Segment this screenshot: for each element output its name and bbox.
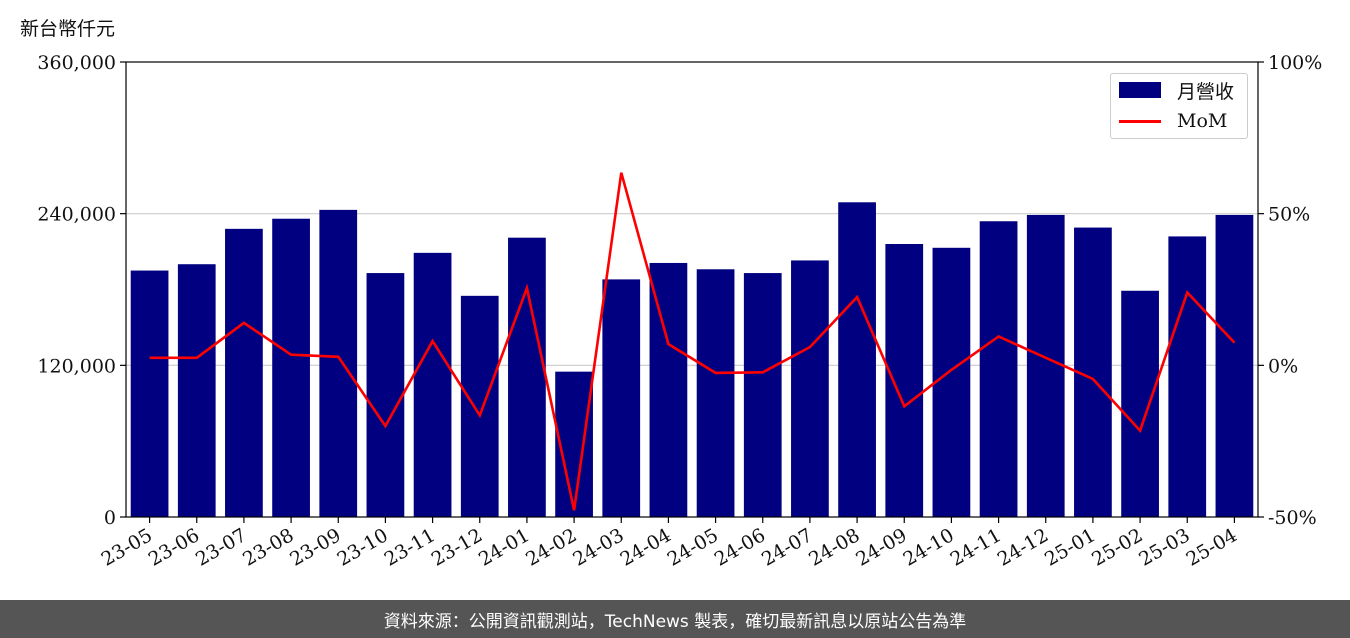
bar [791,260,829,517]
bar [696,269,735,517]
bar [177,264,216,517]
x-tick-label: 24-02 [522,524,580,570]
bar [413,252,452,517]
x-tick-label: 24-09 [852,524,910,570]
unit-label: 新台幣仟元 [20,18,116,40]
bar [319,209,358,517]
bar [602,279,641,517]
x-tick-label: 23-07 [192,524,250,570]
x-tick-label: 23-10 [333,524,391,570]
y-left-tick-label: 0 [104,507,116,529]
plot-frame [125,61,1259,518]
chart-legend: 月營收 MoM [1110,73,1248,139]
bar [838,202,876,517]
x-tick-label: 24-12 [994,524,1052,570]
x-tick-label: 25-01 [1041,524,1099,570]
bar [366,273,405,517]
y-left-tick-label: 360,000 [37,52,116,74]
bar [130,270,169,517]
bar [885,244,924,517]
bar [1215,214,1254,518]
bar [1121,290,1159,517]
x-tick-label: 24-10 [899,524,957,570]
bar [508,237,546,518]
x-tick-label: 23-05 [98,524,156,570]
x-tick-label: 25-02 [1088,524,1146,570]
bar [979,221,1018,517]
x-tick-label: 23-12 [428,524,486,570]
x-tick-label: 23-08 [239,524,297,570]
legend-line-swatch [1119,119,1161,123]
bar [272,218,310,517]
x-tick-label: 24-06 [711,524,769,570]
x-tick-label: 24-01 [475,524,533,570]
bar [932,247,971,517]
y-left-tick-label: 240,000 [37,204,116,226]
revenue-chart: 0 120,000 240,000 360,000 -50% 0% 50% 100% 23-05… [37,52,1322,571]
legend-item-revenue: 月營收 [1119,79,1235,103]
y-right-tick-label: 100% [1268,52,1322,74]
x-tick-label: 24-03 [569,524,627,570]
x-tick-label: 24-04 [616,524,674,570]
bar [225,228,263,518]
x-tick-label: 25-04 [1182,524,1240,570]
bar [555,371,593,517]
legend-label-mom: MoM [1177,110,1228,132]
y-right-tick-label: -50% [1268,507,1317,529]
x-tick-label: 24-07 [758,524,816,570]
y-left-tick-label: 120,000 [37,355,116,377]
x-tick-label: 24-05 [664,524,722,570]
x-tick-label: 24-08 [805,524,863,570]
source-footer: 資料來源：公開資訊觀測站，TechNews 製表，確切最新訊息以原站公告為準 [0,600,1350,638]
legend-bar-swatch [1119,82,1161,98]
mom-line [149,172,1236,511]
x-tick-label: 25-03 [1135,524,1193,570]
bar [1026,214,1065,518]
x-tick-label: 23-11 [381,524,439,570]
bar [649,262,688,517]
bar [460,295,499,517]
y-right-tick-label: 0% [1268,355,1298,377]
legend-item-mom: MoM [1119,110,1227,132]
x-tick-label: 24-11 [947,524,1005,570]
bar [1168,236,1207,517]
x-tick-label: 23-09 [286,524,344,570]
legend-label-revenue: 月營收 [1177,80,1235,103]
y-right-tick-label: 50% [1268,204,1310,226]
x-tick-label: 23-06 [145,524,203,570]
bar [743,273,782,517]
